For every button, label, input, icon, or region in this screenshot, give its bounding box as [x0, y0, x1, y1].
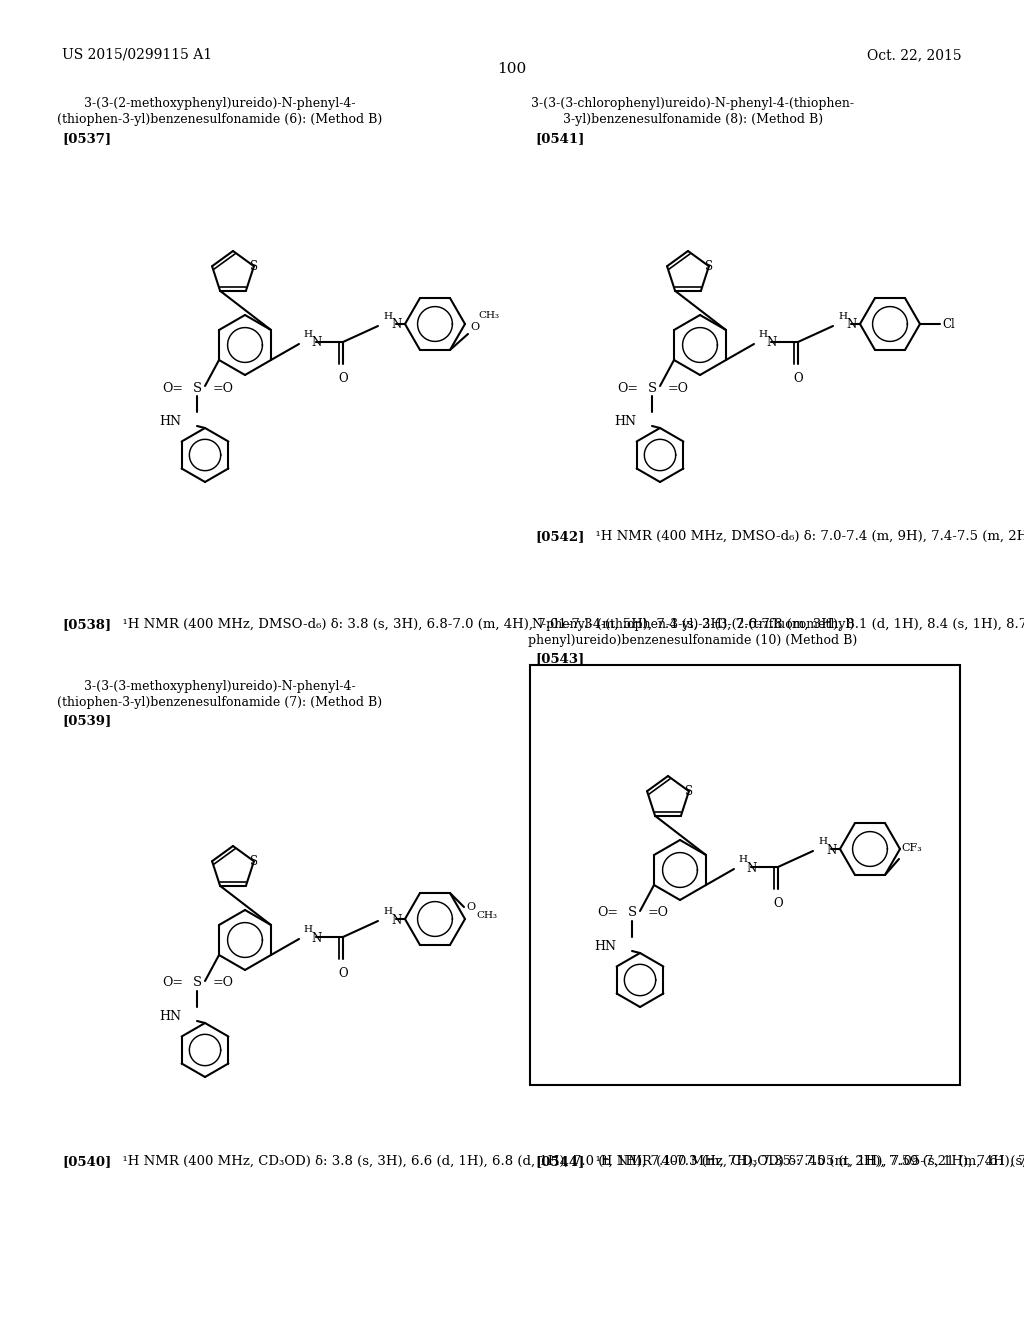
Text: S: S — [628, 907, 637, 920]
Text: O: O — [794, 372, 803, 385]
Text: ¹H NMR (400 MHz, DMSO-d₆) δ: 7.0-7.4 (m, 9H), 7.4-7.5 (m, 2H), 7.7-7.8 (m, 3H), : ¹H NMR (400 MHz, DMSO-d₆) δ: 7.0-7.4 (m,… — [587, 531, 1024, 543]
Text: O: O — [338, 968, 348, 979]
Text: H: H — [738, 855, 746, 865]
Text: HN: HN — [159, 1010, 181, 1023]
Text: Oct. 22, 2015: Oct. 22, 2015 — [867, 48, 962, 62]
Text: phenyl)ureido)benzenesulfonamide (10) (Method B): phenyl)ureido)benzenesulfonamide (10) (M… — [528, 634, 858, 647]
Text: N: N — [391, 318, 401, 331]
Text: O=: O= — [617, 381, 638, 395]
Text: CH₃: CH₃ — [478, 312, 499, 319]
Text: 100: 100 — [498, 62, 526, 77]
Text: US 2015/0299115 A1: US 2015/0299115 A1 — [62, 48, 212, 62]
Text: (thiophen-3-yl)benzenesulfonamide (7): (Method B): (thiophen-3-yl)benzenesulfonamide (7): (… — [57, 696, 383, 709]
Text: 3-(3-(2-methoxyphenyl)ureido)-N-phenyl-4-: 3-(3-(2-methoxyphenyl)ureido)-N-phenyl-4… — [84, 96, 355, 110]
Text: Cl: Cl — [942, 318, 954, 330]
Text: O=: O= — [162, 977, 183, 990]
Text: [0542]: [0542] — [535, 531, 585, 543]
Text: 3-(3-(3-methoxyphenyl)ureido)-N-phenyl-4-: 3-(3-(3-methoxyphenyl)ureido)-N-phenyl-4… — [84, 680, 355, 693]
Text: S: S — [250, 855, 258, 867]
Text: N: N — [391, 913, 401, 927]
Text: [0539]: [0539] — [62, 714, 112, 727]
Text: (thiophen-3-yl)benzenesulfonamide (6): (Method B): (thiophen-3-yl)benzenesulfonamide (6): (… — [57, 114, 383, 125]
Text: O: O — [338, 372, 348, 385]
Text: HN: HN — [594, 940, 616, 953]
Text: S: S — [193, 977, 202, 990]
Text: [0538]: [0538] — [62, 618, 112, 631]
Text: N: N — [826, 843, 837, 857]
Text: O=: O= — [162, 381, 183, 395]
Text: S: S — [250, 260, 258, 273]
Text: H: H — [758, 330, 767, 339]
Text: 3-yl)benzenesulfonamide (8): (Method B): 3-yl)benzenesulfonamide (8): (Method B) — [563, 114, 823, 125]
Bar — [530, 665, 961, 1085]
Text: S: S — [193, 381, 202, 395]
Text: O: O — [470, 322, 479, 333]
Text: S: S — [705, 260, 713, 273]
Text: H: H — [383, 907, 392, 916]
Text: N: N — [846, 318, 856, 331]
Text: [0543]: [0543] — [535, 652, 585, 665]
Text: HN: HN — [159, 414, 181, 428]
Text: O: O — [466, 902, 475, 912]
Text: 3-(3-(3-chlorophenyl)ureido)-N-phenyl-4-(thiophen-: 3-(3-(3-chlorophenyl)ureido)-N-phenyl-4-… — [531, 96, 854, 110]
Text: S: S — [685, 784, 693, 797]
Text: =O: =O — [668, 381, 689, 395]
Text: S: S — [647, 381, 656, 395]
Text: ¹H NMR (400 MHz, DMSO-d₆) δ: 3.8 (s, 3H), 6.8-7.0 (m, 4H), 7.01-7.3 (m, 5H), 7.4: ¹H NMR (400 MHz, DMSO-d₆) δ: 3.8 (s, 3H)… — [114, 618, 1024, 631]
Text: N-phenyl-4-(thiophen-3-yl)-3-(3-(2-(trifluoromethyl): N-phenyl-4-(thiophen-3-yl)-3-(3-(2-(trif… — [531, 618, 855, 631]
Text: CF₃: CF₃ — [901, 843, 922, 853]
Text: H: H — [303, 330, 312, 339]
Text: =O: =O — [648, 907, 669, 920]
Text: H: H — [818, 837, 827, 846]
Text: [0544]: [0544] — [535, 1155, 585, 1168]
Text: [0540]: [0540] — [62, 1155, 112, 1168]
Text: H: H — [383, 312, 392, 321]
Text: =O: =O — [213, 977, 234, 990]
Text: O=: O= — [597, 907, 618, 920]
Text: [0537]: [0537] — [62, 132, 112, 145]
Text: N: N — [766, 337, 776, 350]
Text: ¹H NMR (400 MHz, CD₃OD) δ: 3.8 (s, 3H), 6.6 (d, 1H), 6.8 (d, 1H), 7.0 (t, 1H), 7: ¹H NMR (400 MHz, CD₃OD) δ: 3.8 (s, 3H), … — [114, 1155, 1024, 1168]
Text: N: N — [311, 932, 322, 945]
Text: ¹H NMR (400 MHz, CD₃OD) δ: 7.05 (t, 1H), 7.05-7.21 (m, 4H), 7.3 (t, 1H), 7.41 (d: ¹H NMR (400 MHz, CD₃OD) δ: 7.05 (t, 1H),… — [587, 1155, 1024, 1168]
Text: [0541]: [0541] — [535, 132, 585, 145]
Text: H: H — [303, 925, 312, 935]
Text: HN: HN — [614, 414, 636, 428]
Text: =O: =O — [213, 381, 234, 395]
Text: CH₃: CH₃ — [476, 911, 497, 920]
Text: N: N — [311, 337, 322, 350]
Text: H: H — [838, 312, 847, 321]
Text: O: O — [773, 898, 782, 909]
Text: N: N — [745, 862, 757, 874]
